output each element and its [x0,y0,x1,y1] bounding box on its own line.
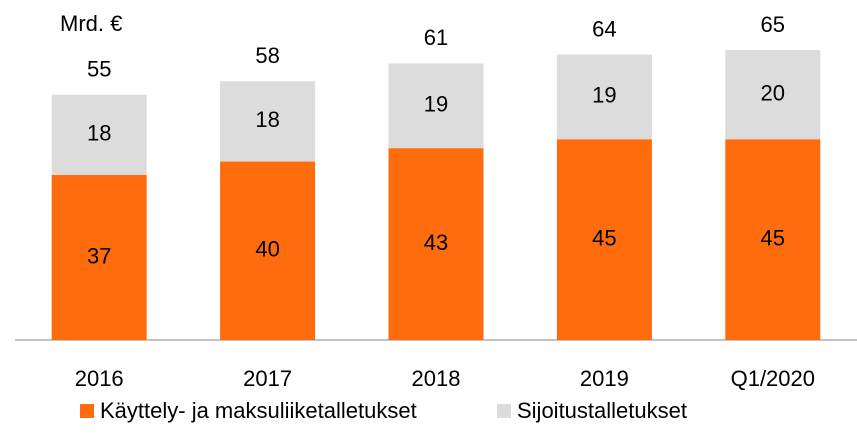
legend-swatch [80,404,94,418]
segment-label: 37 [87,243,111,268]
total-label: 55 [87,56,111,81]
total-label: 61 [424,25,448,50]
x-tick-label: 2019 [580,366,629,391]
bar-segment [388,63,484,149]
legend-swatch [497,404,511,418]
segment-label: 19 [592,83,616,108]
total-label: 58 [255,43,279,68]
segment-label: 45 [761,225,785,250]
legend-label: Sijoitustalletukset [517,398,687,423]
x-tick-label: 2018 [412,366,461,391]
bar-segment [388,148,484,340]
segment-label: 45 [592,225,616,250]
segment-label: 19 [424,92,448,117]
bar-segment [220,161,316,340]
segment-label: 18 [255,107,279,132]
bar-segment [556,54,652,140]
legend-label: Käyttely- ja maksuliiketalletukset [100,398,417,423]
bar-segment [51,174,147,340]
x-tick-label: 2016 [75,366,124,391]
x-tick-label: 2017 [243,366,292,391]
segment-label: 40 [255,237,279,262]
bar-segment [51,94,147,175]
bar-segment [725,50,821,140]
segment-label: 20 [761,80,785,105]
bar-segment [556,139,652,340]
segment-label: 43 [424,230,448,255]
segment-label: 18 [87,121,111,146]
unit-label: Mrd. € [60,11,122,36]
x-tick-label: Q1/2020 [731,366,815,391]
total-label: 64 [592,16,616,41]
total-label: 65 [761,12,785,37]
bar-segment [220,81,316,162]
bar-segment [725,139,821,340]
